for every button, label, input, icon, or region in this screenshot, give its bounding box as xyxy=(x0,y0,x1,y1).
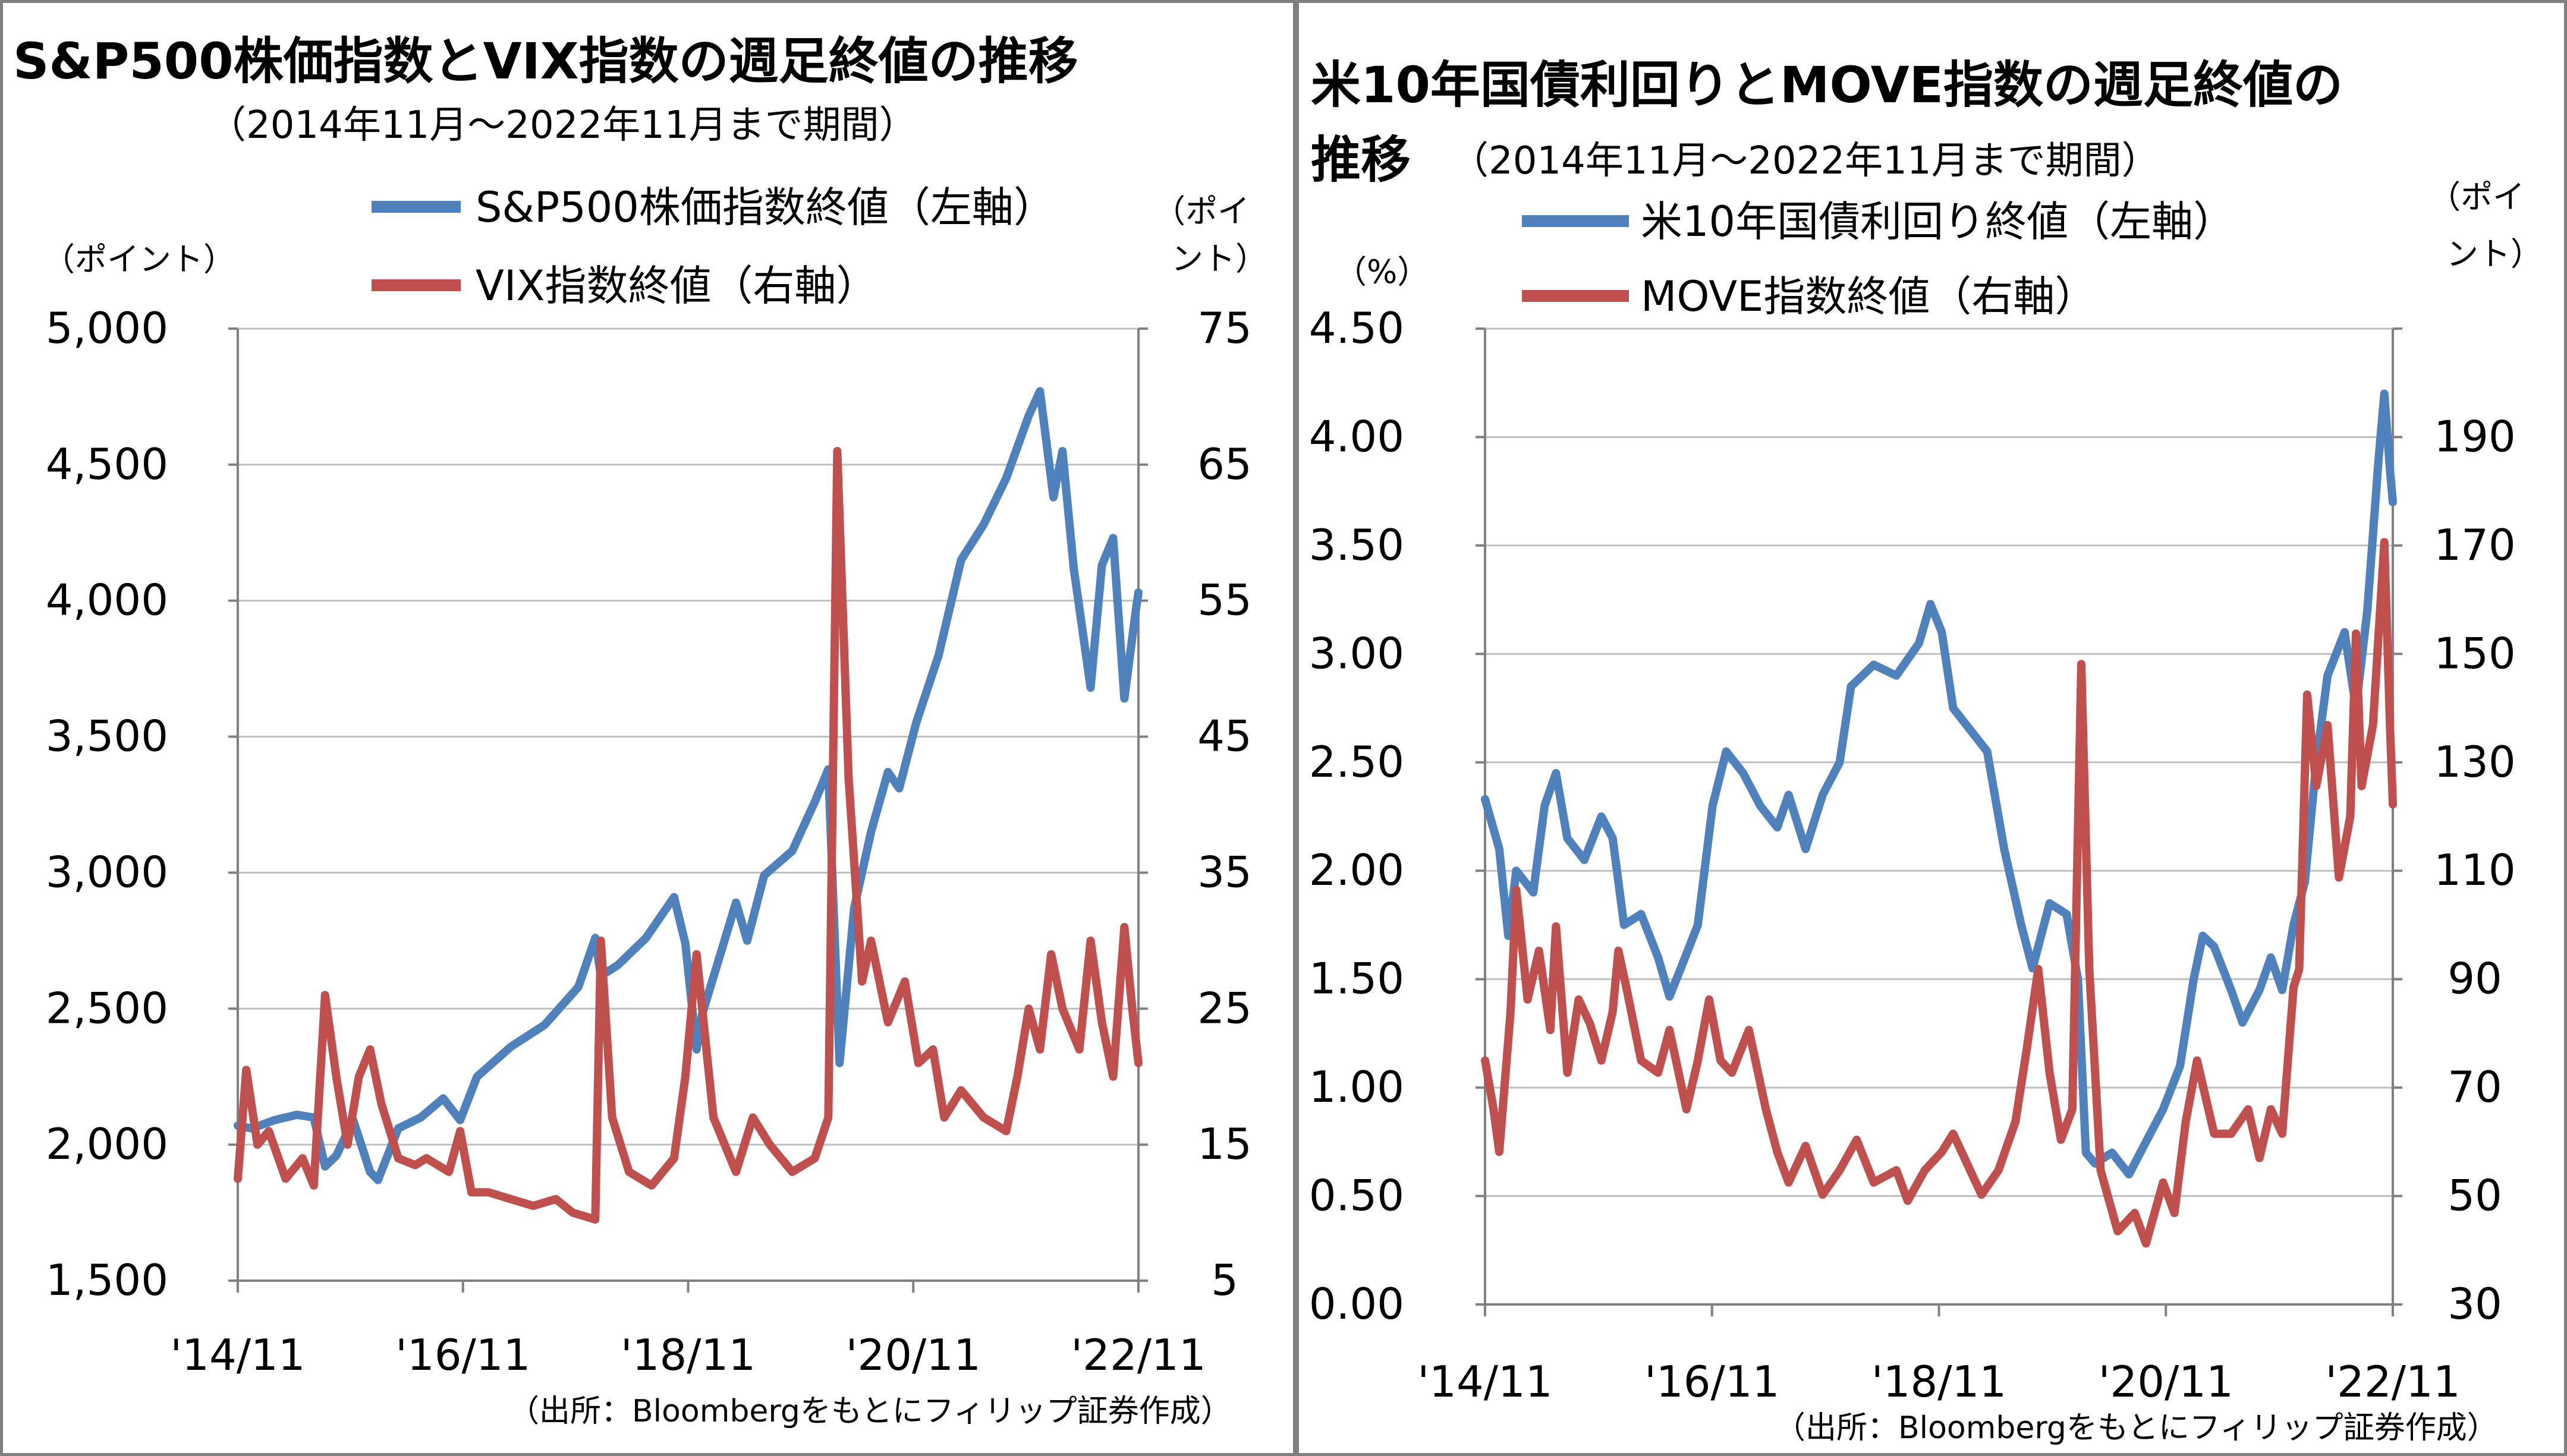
chart1-left-tick-label: 4,000 xyxy=(46,575,168,625)
chart1-left-tick-label: 3,500 xyxy=(46,711,168,761)
chart2-left-tick-label: 1.00 xyxy=(1309,1062,1404,1112)
chart2-title-line1: 米10年国債利回りとMOVE指数の週足終値の xyxy=(1311,56,2343,114)
chart1-right-tick-label: 65 xyxy=(1197,439,1252,489)
chart2-right-tick-label: 150 xyxy=(2434,628,2515,678)
chart2-left-axis-unit: （%） xyxy=(1335,253,1429,291)
chart2-subtitle: （2014年11月～2022年11月まで期間） xyxy=(1451,139,2160,183)
chart1-right-tick-label: 5 xyxy=(1211,1255,1238,1305)
chart2-x-tick-label: '18/11 xyxy=(1871,1357,2006,1407)
chart2-right-tick-label: 170 xyxy=(2434,520,2515,570)
chart1-x-tick-label: '20/11 xyxy=(846,1330,981,1380)
chart2-left-tick-label: 4.50 xyxy=(1309,303,1404,353)
chart1-right-axis-unit-line2: ント） xyxy=(1171,240,1267,278)
chart1-title: S&P500株価指数とVIX指数の週足終値の推移 xyxy=(13,32,1078,90)
chart2-left-tick-label: 2.00 xyxy=(1309,845,1404,895)
chart2-left-tick-label: 4.00 xyxy=(1309,411,1404,461)
chart2-x-tick-label: '20/11 xyxy=(2099,1357,2233,1407)
chart1-x-tick-label: '16/11 xyxy=(395,1330,530,1380)
chart2-right-axis-unit-line1: （ポイ xyxy=(2428,178,2525,216)
chart2-right-tick-label: 110 xyxy=(2434,845,2515,895)
chart1-x-tick-label: '18/11 xyxy=(621,1330,756,1380)
chart2-right-tick-label: 50 xyxy=(2448,1171,2502,1221)
chart2-right-tick-label: 190 xyxy=(2434,411,2515,461)
chart1-plot-area: 1,500 5 2,000 15 2,500 25 3,000 35 3,500 45 4,000 5… xyxy=(46,303,1252,1380)
chart2-right-axis-unit-line2: ント） xyxy=(2446,235,2543,273)
chart1-right-tick-label: 55 xyxy=(1197,575,1252,625)
chart1-right-axis-unit-line1: （ポイ xyxy=(1153,193,1250,230)
chart1-right-tick-label: 25 xyxy=(1197,983,1252,1033)
chart1-right-tick-label: 35 xyxy=(1197,847,1252,897)
chart2-x-tick-label: '22/11 xyxy=(2325,1357,2460,1407)
chart2-series-line-red xyxy=(1481,538,2397,1248)
chart2-left-tick-label: 1.50 xyxy=(1309,954,1404,1004)
chart1-right-tick-label: 15 xyxy=(1197,1119,1252,1169)
chart2-left-tick-label: 0.50 xyxy=(1309,1171,1404,1221)
chart2-legend-label-ust10y: 米10年国債利回り終値（左軸） xyxy=(1641,197,2235,246)
chart1-left-tick-label: 2,500 xyxy=(46,983,168,1033)
chart1-x-tick-label: '22/11 xyxy=(1071,1330,1206,1380)
chart1-left-tick-label: 1,500 xyxy=(46,1255,168,1305)
chart2-right-tick-label: 90 xyxy=(2448,954,2502,1004)
chart1-left-tick-label: 5,000 xyxy=(46,303,168,353)
chart1-left-tick-label: 4,500 xyxy=(46,439,168,489)
chart2-right-tick-label: 70 xyxy=(2448,1062,2502,1112)
chart2-right-tick-label: 30 xyxy=(2448,1279,2502,1329)
chart2-left-tick-label: 2.50 xyxy=(1309,737,1404,787)
chart1-left-tick-label: 3,000 xyxy=(46,847,168,897)
chart2-left-tick-label: 3.50 xyxy=(1309,520,1404,570)
chart1-legend-label-sp500: S&P500株価指数終値（左軸） xyxy=(476,183,1055,232)
chart1-right-tick-label: 45 xyxy=(1197,711,1252,761)
chart2-right-tick-label: 130 xyxy=(2434,737,2515,787)
chart1-left-axis-unit: （ポイント） xyxy=(43,241,235,278)
chart2-source-note: （出所：Bloombergをもとにフィリップ証券作成） xyxy=(1775,1410,2498,1446)
chart1-legend-label-vix: VIX指数終値（右軸） xyxy=(476,261,877,310)
chart2-left-tick-label: 0.00 xyxy=(1309,1279,1404,1329)
chart1-right-tick-label: 75 xyxy=(1197,303,1252,353)
chart1-source-note: （出所：Bloombergをもとにフィリップ証券作成） xyxy=(508,1394,1232,1429)
chart1-x-tick-label: '14/11 xyxy=(170,1330,305,1380)
chart2-series-line-blue xyxy=(1481,389,2397,1179)
chart1-subtitle: （2014年11月～2022年11月まで期間） xyxy=(208,103,917,147)
chart2-x-tick-label: '14/11 xyxy=(1417,1357,1552,1407)
chart2-left-tick-label: 3.00 xyxy=(1309,628,1404,678)
chart1-series-line-red xyxy=(234,447,1143,1224)
chart2-title-line2: 推移 xyxy=(1311,131,1411,189)
chart2-x-tick-label: '16/11 xyxy=(1644,1357,1779,1407)
chart1-left-tick-label: 2,000 xyxy=(46,1119,168,1169)
chart2-legend-label-move: MOVE指数終値（右軸） xyxy=(1641,272,2096,321)
chart2-plot-area: 0.00 30 0.50 50 1.00 70 1.50 90 2.00 110 2.50 130 3.… xyxy=(1309,303,2516,1407)
chart1-series-line-blue xyxy=(234,387,1143,1184)
chart-panel-sp500-vix xyxy=(0,0,1296,1456)
